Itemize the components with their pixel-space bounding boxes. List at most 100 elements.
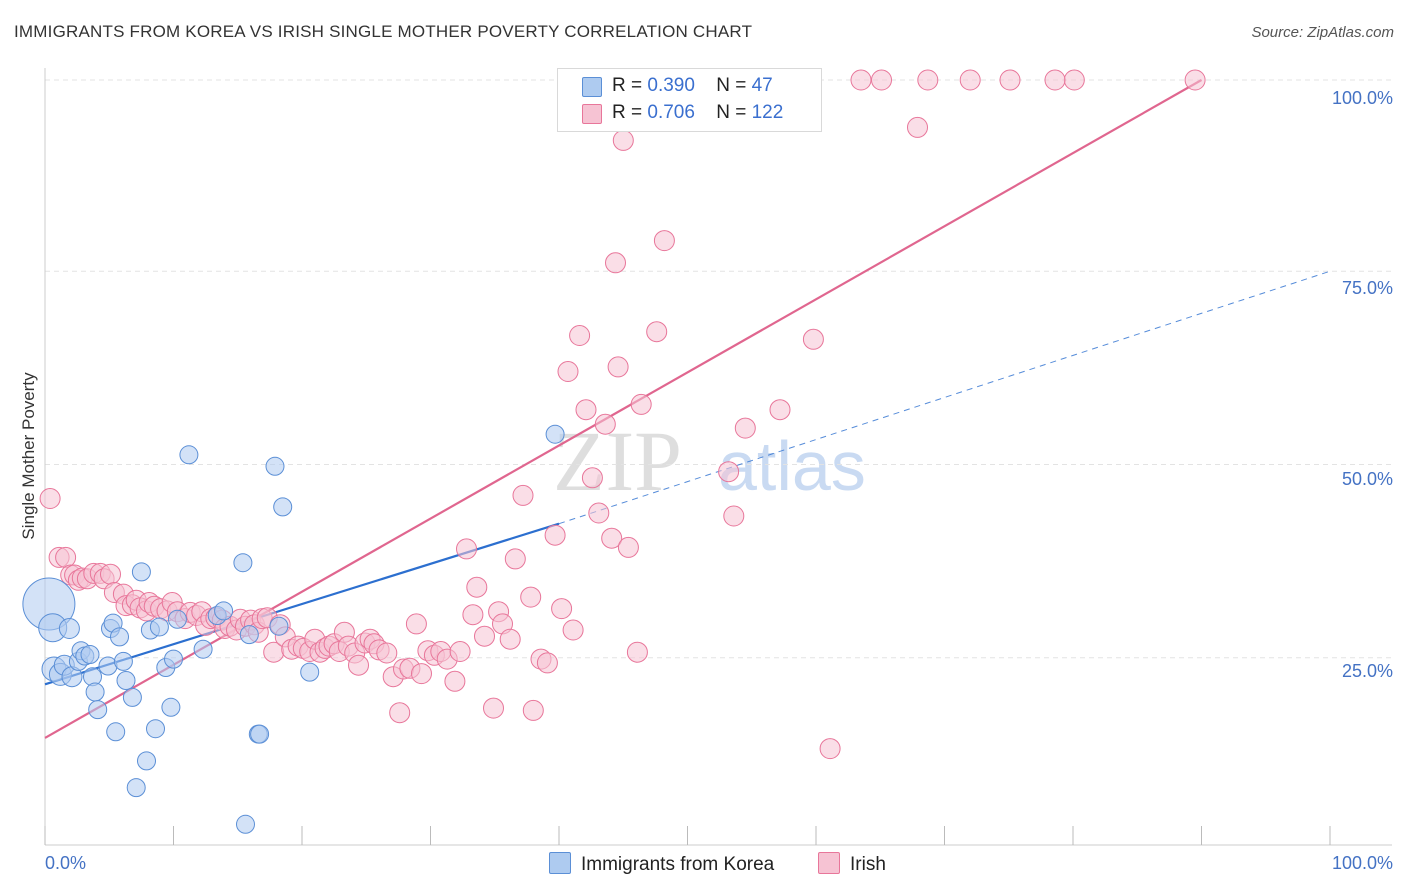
irish-point bbox=[411, 663, 432, 685]
irish-point bbox=[594, 413, 616, 435]
korea-point bbox=[161, 697, 181, 717]
irish-point bbox=[601, 527, 623, 549]
irish-point bbox=[850, 69, 872, 91]
r-label: R = bbox=[612, 75, 643, 96]
korea-point bbox=[80, 645, 100, 664]
irish-point bbox=[959, 69, 981, 91]
y-tick-label: 100.0% bbox=[1332, 88, 1393, 108]
irish-point bbox=[456, 538, 477, 560]
irish-point bbox=[444, 670, 466, 692]
irish-point bbox=[607, 356, 629, 378]
irish-point bbox=[536, 652, 558, 674]
korea-point bbox=[137, 751, 156, 771]
irish-point bbox=[605, 252, 626, 274]
korea-point bbox=[273, 497, 293, 517]
r-value: 0.706 bbox=[647, 102, 695, 123]
irish-point bbox=[734, 417, 756, 439]
irish-point bbox=[449, 641, 471, 662]
irish-legend-label: Irish bbox=[850, 854, 886, 875]
irish-point bbox=[466, 576, 488, 598]
y-tick-label: 75.0% bbox=[1342, 278, 1393, 298]
irish-point bbox=[562, 619, 584, 641]
korea-point bbox=[88, 700, 108, 720]
irish-points bbox=[39, 69, 1206, 760]
irish-point bbox=[376, 642, 398, 664]
korea-point bbox=[116, 671, 136, 690]
korea-point bbox=[149, 617, 169, 637]
irish-point bbox=[626, 641, 648, 663]
n-value: 122 bbox=[751, 102, 784, 123]
korea-legend-swatch bbox=[549, 852, 571, 874]
korea-trend-extension bbox=[558, 270, 1331, 525]
korea-point bbox=[179, 445, 199, 465]
irish-swatch bbox=[582, 104, 602, 124]
legend-item-korea[interactable]: Immigrants from Korea bbox=[549, 852, 774, 876]
irish-point bbox=[646, 321, 668, 343]
irish-point bbox=[907, 116, 928, 138]
irish-point bbox=[718, 461, 740, 483]
irish-point bbox=[1063, 69, 1085, 91]
korea-point bbox=[265, 456, 285, 476]
irish-point bbox=[630, 393, 652, 415]
korea-swatch bbox=[582, 77, 602, 97]
irish-point bbox=[653, 230, 675, 252]
irish-point bbox=[1044, 69, 1066, 91]
irish-point bbox=[499, 628, 521, 650]
stats-row-irish: R = 0.706 N = 122 bbox=[582, 102, 784, 124]
irish-point bbox=[575, 399, 597, 421]
source-label: Source: ZipAtlas.com bbox=[1251, 24, 1394, 41]
irish-point bbox=[1184, 69, 1206, 91]
korea-point bbox=[164, 649, 183, 669]
irish-point bbox=[917, 69, 939, 91]
irish-point bbox=[512, 484, 534, 506]
korea-point bbox=[85, 682, 105, 702]
n-value: 47 bbox=[751, 75, 773, 96]
axes bbox=[44, 68, 1392, 846]
irish-point bbox=[569, 325, 591, 346]
watermark: ZIP atlas bbox=[553, 413, 866, 509]
irish-point bbox=[819, 738, 841, 760]
korea-point bbox=[545, 424, 565, 444]
irish-trend-line bbox=[44, 79, 1203, 739]
korea-point bbox=[126, 778, 146, 798]
irish-point bbox=[588, 502, 610, 524]
watermark-zip: ZIP bbox=[553, 413, 682, 509]
n-label: N = bbox=[716, 102, 747, 123]
irish-point bbox=[39, 488, 61, 509]
legend-item-irish[interactable]: Irish bbox=[818, 852, 886, 876]
r-value: 0.390 bbox=[647, 75, 695, 96]
korea-point bbox=[131, 562, 151, 582]
korea-point bbox=[269, 616, 289, 636]
korea-point bbox=[236, 814, 255, 834]
korea-point bbox=[167, 609, 187, 629]
irish-point bbox=[802, 328, 824, 350]
irish-point bbox=[544, 524, 566, 546]
korea-point bbox=[110, 627, 129, 647]
watermark-atlas: atlas bbox=[718, 427, 866, 505]
irish-legend-swatch bbox=[818, 852, 840, 874]
irish-point bbox=[474, 625, 495, 647]
chart-title: IMMIGRANTS FROM KOREA VS IRISH SINGLE MO… bbox=[14, 22, 753, 41]
n-label: N = bbox=[716, 75, 747, 96]
stats-row-korea: R = 0.390 N = 47 bbox=[582, 75, 773, 97]
irish-point bbox=[483, 697, 504, 719]
irish-point bbox=[581, 467, 603, 489]
korea-point bbox=[239, 625, 259, 645]
korea-point bbox=[250, 724, 270, 744]
irish-point bbox=[405, 613, 427, 635]
y-tick-label: 50.0% bbox=[1342, 469, 1393, 489]
korea-point bbox=[233, 553, 253, 573]
korea-point bbox=[113, 651, 133, 671]
x-tick-label: 0.0% bbox=[45, 853, 86, 873]
irish-point bbox=[723, 505, 745, 527]
korea-point bbox=[300, 662, 320, 682]
irish-point bbox=[520, 586, 542, 608]
korea-point bbox=[58, 618, 80, 639]
stats-legend: R = 0.390 N = 47 R = 0.706 N = 122 bbox=[557, 68, 822, 132]
irish-point bbox=[462, 604, 484, 626]
irish-point bbox=[522, 699, 544, 721]
korea-point bbox=[122, 687, 142, 707]
korea-point bbox=[214, 601, 234, 621]
irish-point bbox=[999, 69, 1021, 91]
